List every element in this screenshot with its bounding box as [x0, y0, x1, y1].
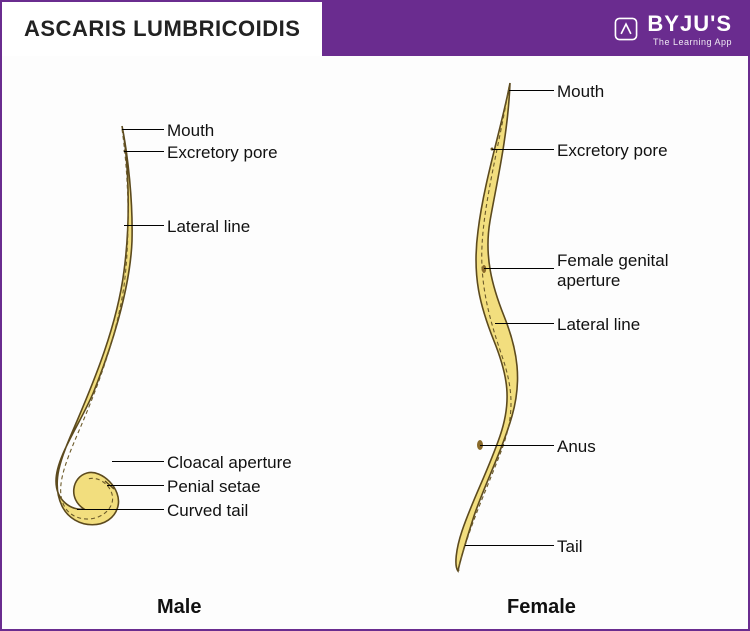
- leader-male-mouth: [122, 129, 164, 130]
- label-male-cloacal-aperture: Cloacal aperture: [167, 452, 292, 473]
- label-female-genital-text: Female genital aperture: [557, 251, 669, 290]
- label-male-excretory-pore: Excretory pore: [167, 142, 278, 163]
- leader-male-penial: [107, 485, 164, 486]
- logo-icon: [613, 16, 639, 42]
- logo-sub-text: The Learning App: [647, 37, 732, 47]
- male-body-fill: [56, 126, 132, 525]
- label-male-mouth: Mouth: [167, 120, 214, 141]
- diagram-title: ASCARIS LUMBRICOIDIS: [2, 2, 322, 56]
- leader-male-tail: [77, 509, 164, 510]
- leader-female-genital: [484, 268, 554, 269]
- logo-main-text: BYJU'S: [647, 11, 732, 37]
- label-male-penial-setae: Penial setae: [167, 476, 261, 497]
- female-body-fill: [456, 83, 518, 571]
- leader-female-tail: [465, 545, 554, 546]
- leader-male-excretory: [124, 151, 164, 152]
- female-genital-aperture-mark: [482, 265, 486, 273]
- diagram-frame: ASCARIS LUMBRICOIDIS BYJU'S The Learning…: [0, 0, 750, 631]
- brand-logo: BYJU'S The Learning App: [613, 11, 732, 47]
- leader-female-lateral: [495, 323, 554, 324]
- header-bar: ASCARIS LUMBRICOIDIS BYJU'S The Learning…: [2, 2, 748, 56]
- leader-male-cloacal: [112, 461, 164, 462]
- leader-female-anus: [480, 445, 554, 446]
- label-female-genital-aperture: Female genital aperture: [557, 251, 669, 292]
- label-female-anus: Anus: [557, 436, 596, 457]
- caption-male: Male: [157, 596, 201, 619]
- label-female-lateral-line: Lateral line: [557, 314, 640, 335]
- leader-female-excretory: [492, 149, 554, 150]
- label-female-excretory-pore: Excretory pore: [557, 140, 668, 161]
- diagram-content: Mouth Excretory pore Lateral line Cloaca…: [2, 56, 748, 629]
- label-male-curved-tail: Curved tail: [167, 500, 248, 521]
- logo-text: BYJU'S The Learning App: [647, 11, 732, 47]
- leader-male-lateral: [124, 225, 164, 226]
- leader-female-mouth: [509, 90, 554, 91]
- label-female-mouth: Mouth: [557, 81, 604, 102]
- caption-female: Female: [507, 596, 576, 619]
- label-male-lateral-line: Lateral line: [167, 216, 250, 237]
- label-female-tail: Tail: [557, 536, 583, 557]
